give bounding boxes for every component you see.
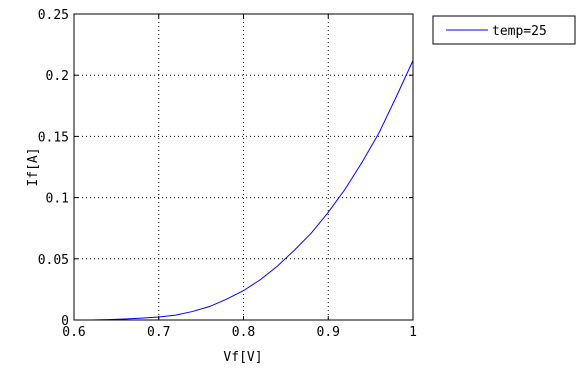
axis-tick-labels: 0.6 0.7 0.8 0.9 1 0 0.05 0.1 0.15 0.2 0.25 [38,8,417,340]
axis-ticks [73,13,414,321]
y-tick-label: 0.15 [38,130,69,145]
x-axis-label: Vf[V] [223,350,262,365]
x-tick-label: 0.7 [147,325,170,340]
series-layer [74,60,414,321]
x-tick-label: 0.8 [232,325,255,340]
y-axis-label: If[A] [26,147,41,186]
x-tick-label: 1 [409,325,417,340]
y-tick-label: 0.05 [38,253,69,268]
x-tick-label: 0.9 [317,325,340,340]
y-tick-label: 0 [61,314,69,329]
series-line-temp-25 [74,60,414,321]
legend: temp=25 [432,15,576,45]
x-tick-label: 0.6 [62,325,85,340]
y-tick-label: 0.2 [46,69,69,84]
y-tick-label: 0.1 [46,192,69,207]
y-tick-label: 0.25 [38,8,69,23]
grid-lines [74,14,413,320]
legend-label-temp-25: temp=25 [492,24,547,39]
